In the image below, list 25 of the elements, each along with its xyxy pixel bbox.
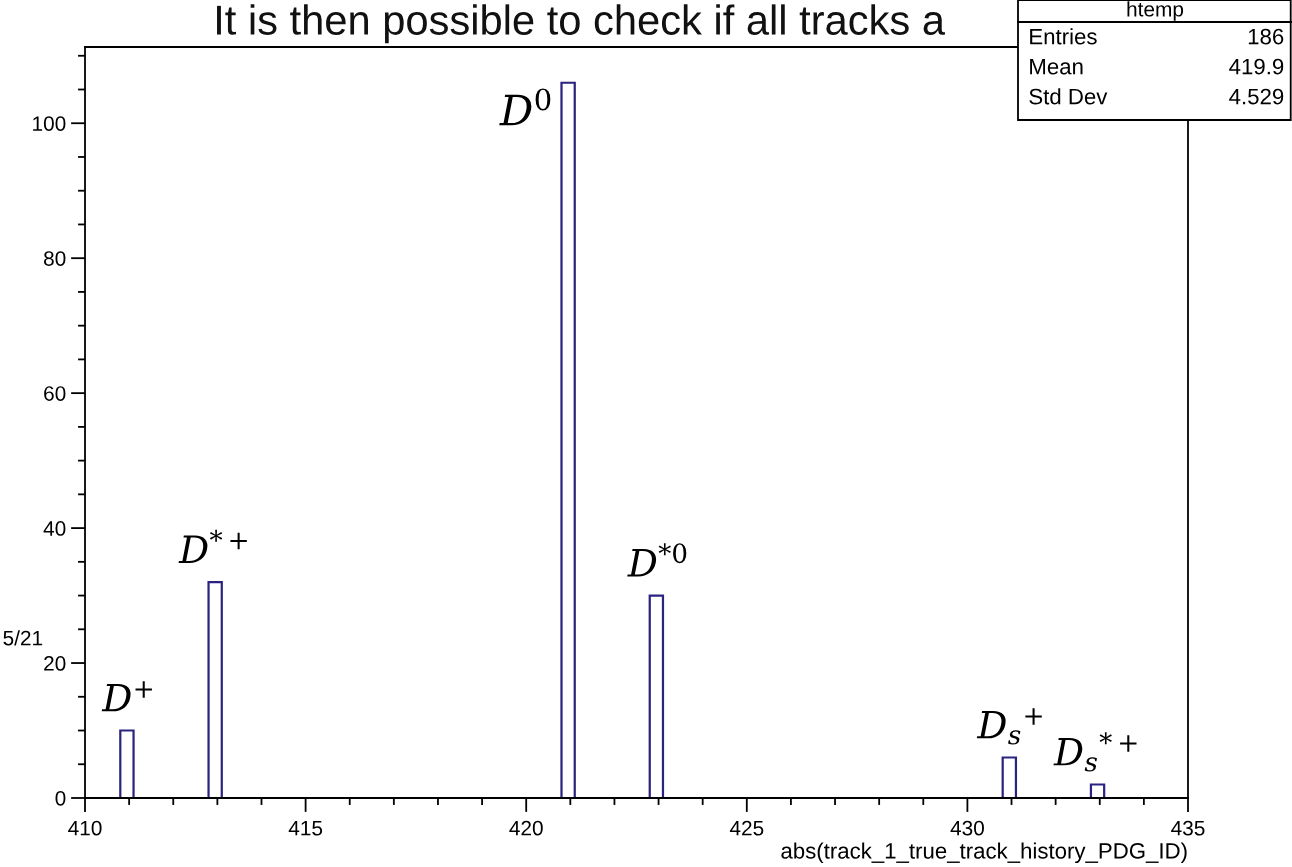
text: Mean 419.9	[1030, 58, 1284, 75]
annotation: D$_{s}$$^{*+}$	[1053, 732, 1137, 772]
x-tick-label: 425	[729, 820, 764, 836]
y-tick-label: 20	[44, 656, 66, 671]
text: 5/21	[3, 630, 43, 646]
annotation: D$^{0}$	[499, 88, 551, 126]
annotation: D$^{*+}$	[178, 529, 247, 563]
chart-title: It is then possible to check if all tracks a	[217, 4, 945, 44]
text: Std Dev 4.529	[1029, 88, 1284, 105]
x-tick-label: 420	[509, 820, 543, 836]
annotation: D$_{s}$$^{+}$	[976, 708, 1042, 745]
text: htemp	[1127, 1, 1184, 21]
x-tick-label: 430	[950, 820, 984, 836]
y-tick-label: 80	[44, 251, 66, 266]
x-axis-title: abs(track_1_true_track_history_PDG_ID)	[781, 842, 1187, 864]
y-tick-label: 100	[33, 116, 66, 131]
x-tick-label: 435	[1171, 820, 1205, 836]
y-tick-label: 40	[43, 521, 66, 536]
y-tick-label: 60	[44, 386, 66, 401]
annotation: D$^{+}$	[101, 681, 152, 712]
text: Entries 186	[1030, 28, 1284, 45]
x-tick-label: 415	[288, 820, 323, 836]
x-tick-label: 410	[68, 820, 102, 836]
annotation: D$^{*0}$	[627, 543, 687, 577]
y-tick-label: 0	[55, 790, 66, 806]
